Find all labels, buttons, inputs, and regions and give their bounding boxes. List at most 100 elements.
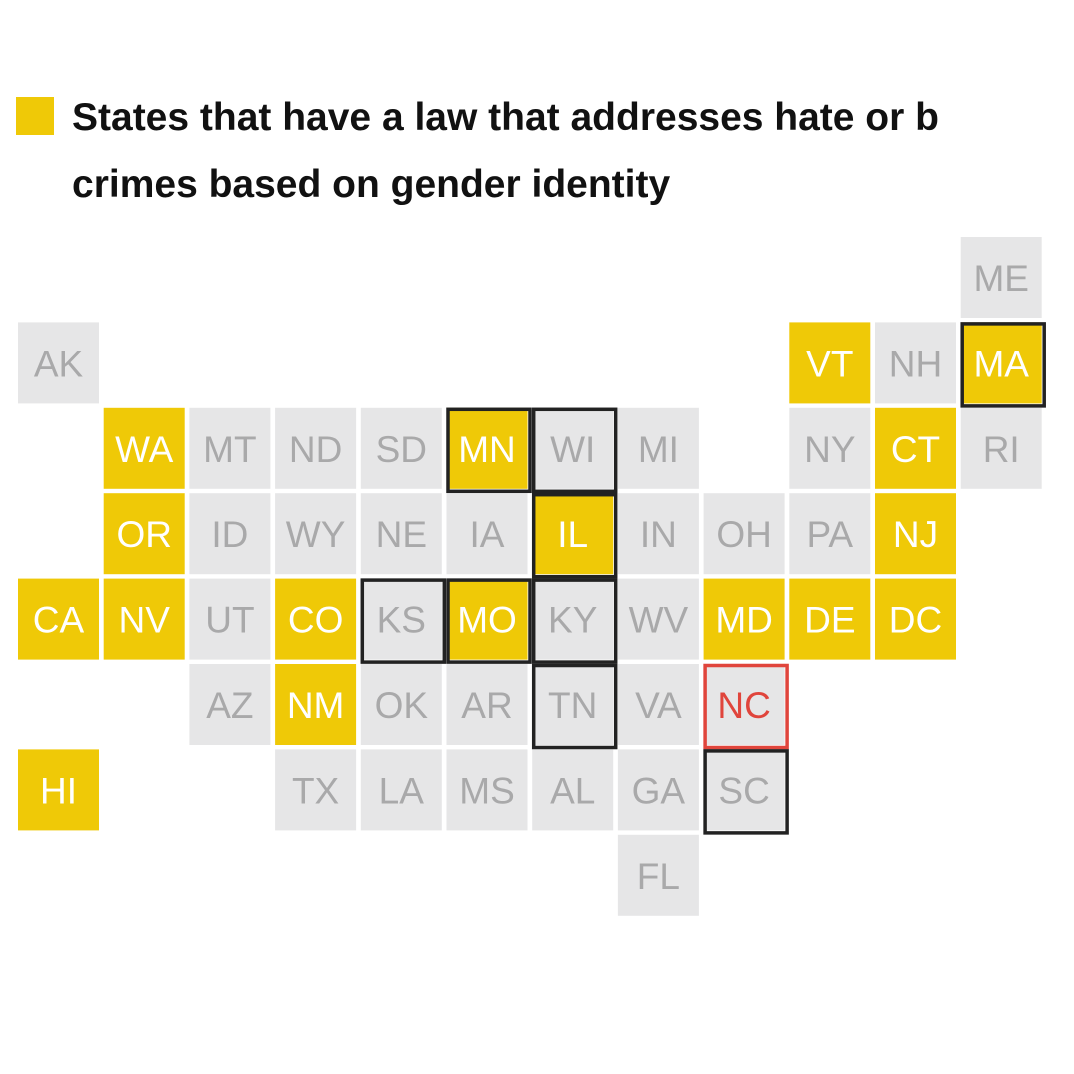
state-label: ID (211, 514, 248, 555)
state-label: MA (973, 343, 1029, 384)
state-outline (446, 407, 532, 494)
state-label: AK (34, 343, 84, 384)
state-tile (617, 407, 699, 489)
state-label: ND (289, 429, 342, 470)
state-outline (531, 663, 618, 750)
state-outline (703, 663, 789, 750)
state-tile (703, 664, 785, 745)
state-tile (18, 578, 99, 660)
state-label: AZ (206, 685, 253, 726)
state-label: GA (632, 770, 686, 811)
state-label: IA (470, 514, 505, 555)
state-tile (275, 664, 357, 745)
state-tile (703, 493, 785, 575)
state-tile (189, 578, 271, 660)
state-label: IN (640, 514, 677, 555)
state-label: HI (40, 770, 77, 811)
state-tile (446, 664, 528, 745)
state-tile (532, 664, 614, 745)
state-label: TN (548, 685, 597, 726)
state-tile (617, 664, 699, 745)
state-tile (789, 578, 871, 660)
state-label: ME (973, 258, 1029, 299)
state-label: UT (205, 600, 254, 641)
state-tile (875, 407, 956, 489)
state-outline (446, 578, 532, 664)
state-label: NV (118, 600, 170, 641)
state-tile (18, 322, 99, 404)
state-tile (18, 749, 99, 831)
state-tile (360, 749, 442, 831)
state-label: PA (806, 514, 853, 555)
state-label: MI (638, 429, 679, 470)
state-label: WA (115, 429, 174, 470)
state-tile (532, 407, 614, 489)
state-label: IL (557, 514, 588, 555)
state-outline (531, 578, 618, 664)
state-label: AL (550, 770, 595, 811)
state-tile (532, 749, 614, 831)
state-label: KY (548, 600, 597, 641)
state-tile (617, 749, 699, 831)
state-tile (875, 578, 956, 660)
state-label: CT (891, 429, 940, 470)
state-tile (446, 578, 528, 660)
state-label: CO (288, 600, 344, 641)
state-tile (189, 493, 271, 575)
state-tile (103, 493, 185, 575)
state-label: MS (459, 770, 515, 811)
state-tile (275, 578, 357, 660)
state-label: NM (287, 685, 345, 726)
state-tile (789, 407, 871, 489)
state-tile (360, 664, 442, 745)
state-label: RI (983, 429, 1020, 470)
state-outline (960, 322, 1046, 408)
legend-text: crimes based on gender identity (72, 163, 670, 206)
state-tile (703, 749, 785, 831)
state-label: NY (804, 429, 855, 470)
state-tile (446, 749, 528, 831)
state-tile (532, 493, 614, 575)
state-label: OR (116, 514, 172, 555)
state-outline (703, 749, 789, 835)
state-label: DE (804, 600, 855, 641)
state-label: VA (635, 685, 682, 726)
state-tile (532, 578, 614, 660)
state-tile (960, 322, 1042, 404)
state-tile (960, 407, 1042, 489)
state-label: VT (806, 343, 853, 384)
state-label: CA (33, 600, 85, 641)
state-label: LA (379, 770, 425, 811)
state-label: TX (292, 770, 339, 811)
state-tile (789, 493, 871, 575)
state-label: OH (716, 514, 772, 555)
state-label: MT (203, 429, 256, 470)
state-label: SD (376, 429, 427, 470)
state-tile (703, 578, 785, 660)
state-tile (189, 664, 271, 745)
state-tile (446, 493, 528, 575)
state-label: FL (637, 856, 680, 897)
legend-swatch (16, 97, 54, 135)
state-tile (103, 578, 185, 660)
state-tile (275, 493, 357, 575)
state-tile (360, 493, 442, 575)
state-tile (875, 493, 956, 575)
state-tile (360, 407, 442, 489)
state-outline (531, 492, 618, 579)
state-label: MO (457, 600, 517, 641)
state-outline (360, 578, 447, 664)
state-tile (103, 407, 185, 489)
state-tile (617, 578, 699, 660)
state-tile (189, 407, 271, 489)
state-label: SC (718, 770, 769, 811)
state-label: DC (889, 600, 942, 641)
state-label: NE (376, 514, 427, 555)
state-label: NH (889, 343, 942, 384)
state-label: NJ (893, 514, 938, 555)
state-tile (960, 237, 1042, 318)
state-label: WV (629, 600, 689, 641)
state-label: WY (286, 514, 346, 555)
state-label: MN (458, 429, 516, 470)
